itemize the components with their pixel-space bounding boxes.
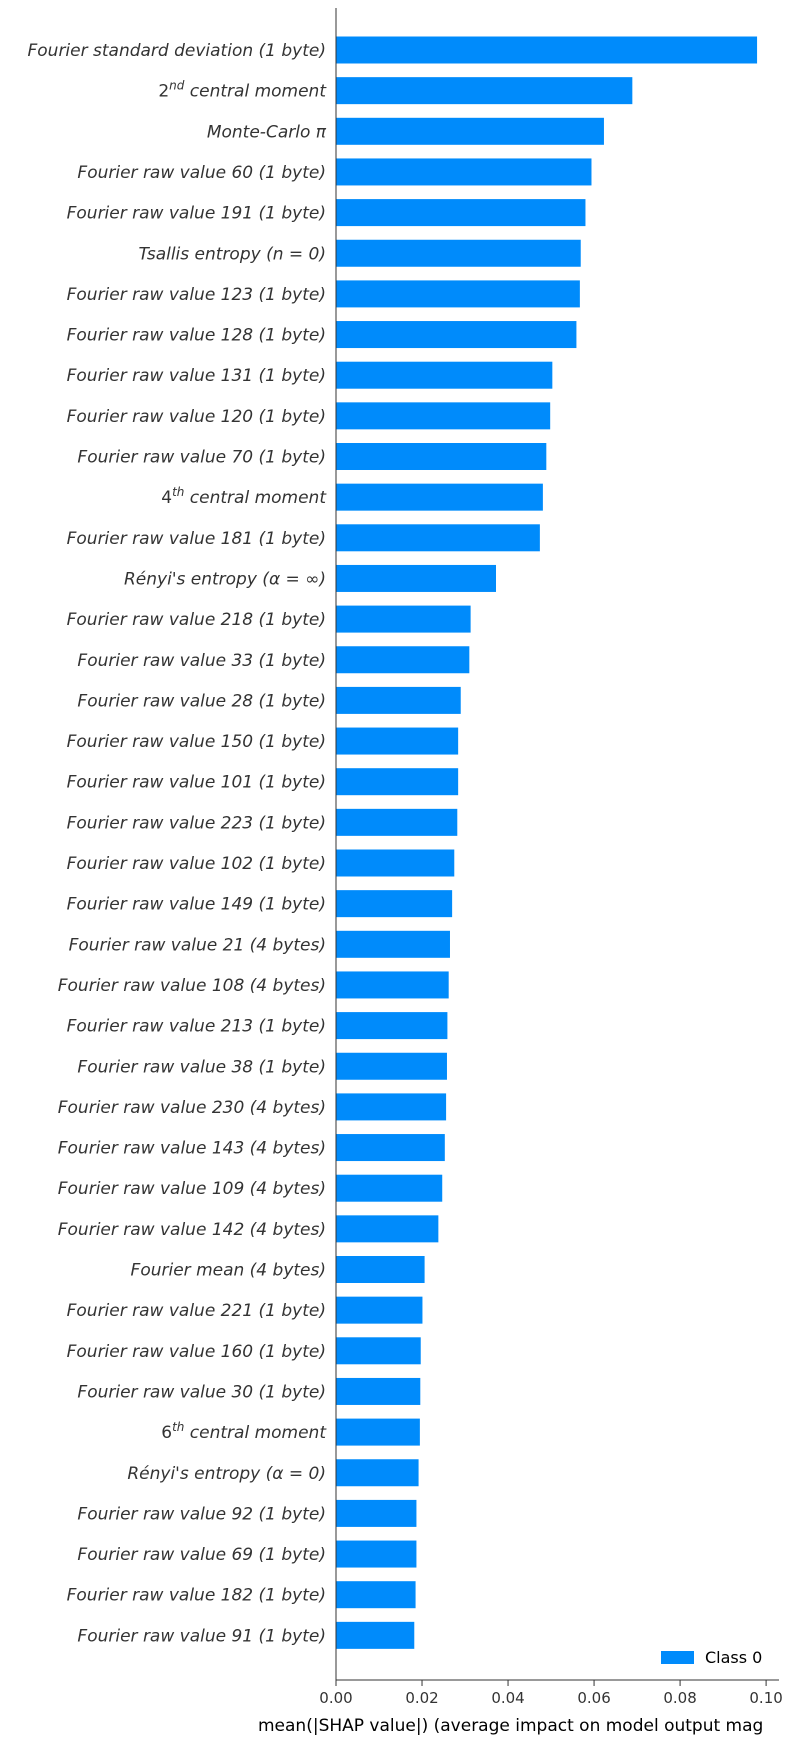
category-label-23: Fourier raw value 108 (4 bytes)	[58, 976, 326, 996]
category-label-34: 6th central moment	[161, 1420, 327, 1443]
bar-22	[336, 930, 450, 958]
category-label-26: Fourier raw value 230 (4 bytes)	[58, 1098, 326, 1118]
category-label-20: Fourier raw value 102 (1 byte)	[67, 854, 326, 874]
category-label-7: Fourier raw value 128 (1 byte)	[67, 326, 326, 346]
category-label-22: Fourier raw value 21 (4 bytes)	[69, 935, 326, 955]
bar-24	[336, 1012, 448, 1040]
category-label-1: 2nd central moment	[158, 79, 327, 102]
bar-28	[336, 1174, 443, 1202]
bar-0	[336, 36, 758, 64]
bar-6	[336, 280, 580, 308]
category-label-2: Monte-Carlo π	[207, 122, 327, 142]
bar-33	[336, 1377, 421, 1405]
category-label-13: Rényi's entropy (α = ∞)	[124, 569, 326, 589]
bar-26	[336, 1093, 447, 1121]
bar-31	[336, 1296, 423, 1324]
category-label-37: Fourier raw value 69 (1 byte)	[77, 1545, 326, 1565]
category-label-39: Fourier raw value 91 (1 byte)	[77, 1626, 326, 1646]
bar-1	[336, 77, 633, 105]
category-label-32: Fourier raw value 160 (1 byte)	[67, 1342, 326, 1362]
bar-13	[336, 564, 496, 592]
bar-18	[336, 768, 459, 796]
bar-39	[336, 1621, 415, 1649]
category-label-28: Fourier raw value 109 (4 bytes)	[58, 1179, 326, 1199]
category-label-35: Rényi's entropy (α = 0)	[127, 1464, 326, 1484]
x-tick-label-3: 0.06	[577, 1689, 610, 1707]
bar-38	[336, 1581, 416, 1609]
category-label-5: Tsallis entropy (n = 0)	[138, 244, 326, 264]
category-label-8: Fourier raw value 131 (1 byte)	[67, 366, 326, 386]
category-label-11: 4th central moment	[161, 485, 327, 508]
x-tick-label-0: 0.00	[319, 1689, 352, 1707]
bar-34	[336, 1418, 420, 1446]
bar-20	[336, 849, 455, 877]
bar-36	[336, 1499, 417, 1527]
bar-19	[336, 808, 458, 836]
category-label-27: Fourier raw value 143 (4 bytes)	[58, 1139, 326, 1159]
category-label-16: Fourier raw value 28 (1 byte)	[77, 691, 326, 711]
bar-29	[336, 1215, 439, 1243]
bars-group	[336, 36, 758, 1649]
category-label-12: Fourier raw value 181 (1 byte)	[67, 529, 326, 549]
x-tick-label-5: 0.10	[749, 1689, 782, 1707]
bar-17	[336, 727, 459, 755]
category-label-30: Fourier mean (4 bytes)	[131, 1261, 326, 1281]
legend-label: Class 0	[705, 1648, 762, 1667]
category-label-4: Fourier raw value 191 (1 byte)	[67, 204, 326, 224]
bar-4	[336, 199, 586, 227]
category-label-18: Fourier raw value 101 (1 byte)	[67, 773, 326, 793]
bar-21	[336, 890, 453, 918]
bar-32	[336, 1337, 421, 1365]
category-label-33: Fourier raw value 30 (1 byte)	[77, 1382, 326, 1402]
bar-27	[336, 1134, 445, 1162]
category-label-38: Fourier raw value 182 (1 byte)	[67, 1586, 326, 1606]
category-label-3: Fourier raw value 60 (1 byte)	[77, 163, 326, 183]
category-label-14: Fourier raw value 218 (1 byte)	[67, 610, 326, 630]
category-label-31: Fourier raw value 221 (1 byte)	[67, 1301, 326, 1321]
bar-10	[336, 443, 547, 470]
category-label-19: Fourier raw value 223 (1 byte)	[67, 813, 326, 833]
bar-25	[336, 1052, 447, 1080]
legend-group: Class 0	[661, 1648, 762, 1667]
bar-9	[336, 402, 551, 430]
category-label-17: Fourier raw value 150 (1 byte)	[67, 732, 326, 752]
bar-5	[336, 239, 581, 267]
category-label-9: Fourier raw value 120 (1 byte)	[67, 407, 326, 427]
category-label-24: Fourier raw value 213 (1 byte)	[67, 1017, 326, 1037]
axes-group: 0.00 0.02 0.04 0.06 0.08 0.10 mean(|SHAP value…	[258, 8, 783, 1736]
category-label-36: Fourier raw value 92 (1 byte)	[77, 1504, 326, 1524]
bar-30	[336, 1256, 425, 1283]
bar-7	[336, 321, 577, 349]
category-label-25: Fourier raw value 38 (1 byte)	[77, 1057, 326, 1077]
bar-16	[336, 686, 461, 714]
bar-8	[336, 361, 553, 389]
category-label-21: Fourier raw value 149 (1 byte)	[67, 895, 326, 915]
bar-15	[336, 646, 470, 674]
category-label-10: Fourier raw value 70 (1 byte)	[77, 448, 326, 468]
bar-2	[336, 117, 604, 145]
bar-37	[336, 1540, 417, 1568]
legend-swatch	[661, 1651, 694, 1664]
bar-12	[336, 524, 540, 552]
category-label-15: Fourier raw value 33 (1 byte)	[77, 651, 326, 671]
category-label-6: Fourier raw value 123 (1 byte)	[67, 285, 326, 305]
category-label-0: Fourier standard deviation (1 byte)	[27, 41, 326, 61]
bar-3	[336, 158, 592, 186]
category-labels-group: Fourier standard deviation (1 byte) 2nd c…	[27, 41, 327, 1646]
x-tick-label-1: 0.02	[405, 1689, 438, 1707]
x-axis-label: mean(|SHAP value|) (average impact on mo…	[258, 1716, 763, 1736]
bar-14	[336, 605, 471, 633]
x-tick-label-4: 0.08	[663, 1689, 696, 1707]
bar-35	[336, 1459, 419, 1487]
category-label-29: Fourier raw value 142 (4 bytes)	[58, 1220, 326, 1240]
x-tick-label-2: 0.04	[491, 1689, 524, 1707]
bar-23	[336, 971, 449, 999]
bar-11	[336, 483, 543, 511]
